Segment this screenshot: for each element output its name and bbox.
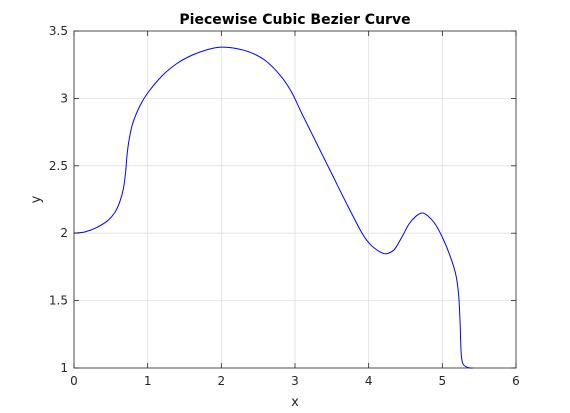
x-tick-label: 4 xyxy=(365,374,373,388)
y-tick-label: 2.5 xyxy=(49,159,68,173)
series-line xyxy=(73,46,474,369)
x-axis-label: x xyxy=(291,395,299,410)
y-tick-label: 3 xyxy=(60,91,68,105)
x-tick-label: 5 xyxy=(439,374,447,388)
x-tick-label: 2 xyxy=(218,374,226,388)
x-tick-label: 1 xyxy=(144,374,152,388)
x-axis: 0 1 2 3 4 5 6 xyxy=(70,31,520,388)
x-tick-label: 0 xyxy=(70,374,78,388)
y-axis-label: y xyxy=(29,195,44,203)
y-tick-label: 2 xyxy=(60,226,68,240)
series-layer xyxy=(73,46,474,369)
y-tick-label: 1 xyxy=(60,361,68,375)
y-tick-label: 3.5 xyxy=(49,24,68,38)
y-axis: 1 1.5 2 2.5 3 3.5 xyxy=(49,24,516,375)
x-tick-label: 6 xyxy=(512,374,520,388)
y-tick-label: 1.5 xyxy=(49,294,68,308)
x-tick-label: 3 xyxy=(291,374,299,388)
chart-title: Piecewise Cubic Bezier Curve xyxy=(179,12,410,28)
